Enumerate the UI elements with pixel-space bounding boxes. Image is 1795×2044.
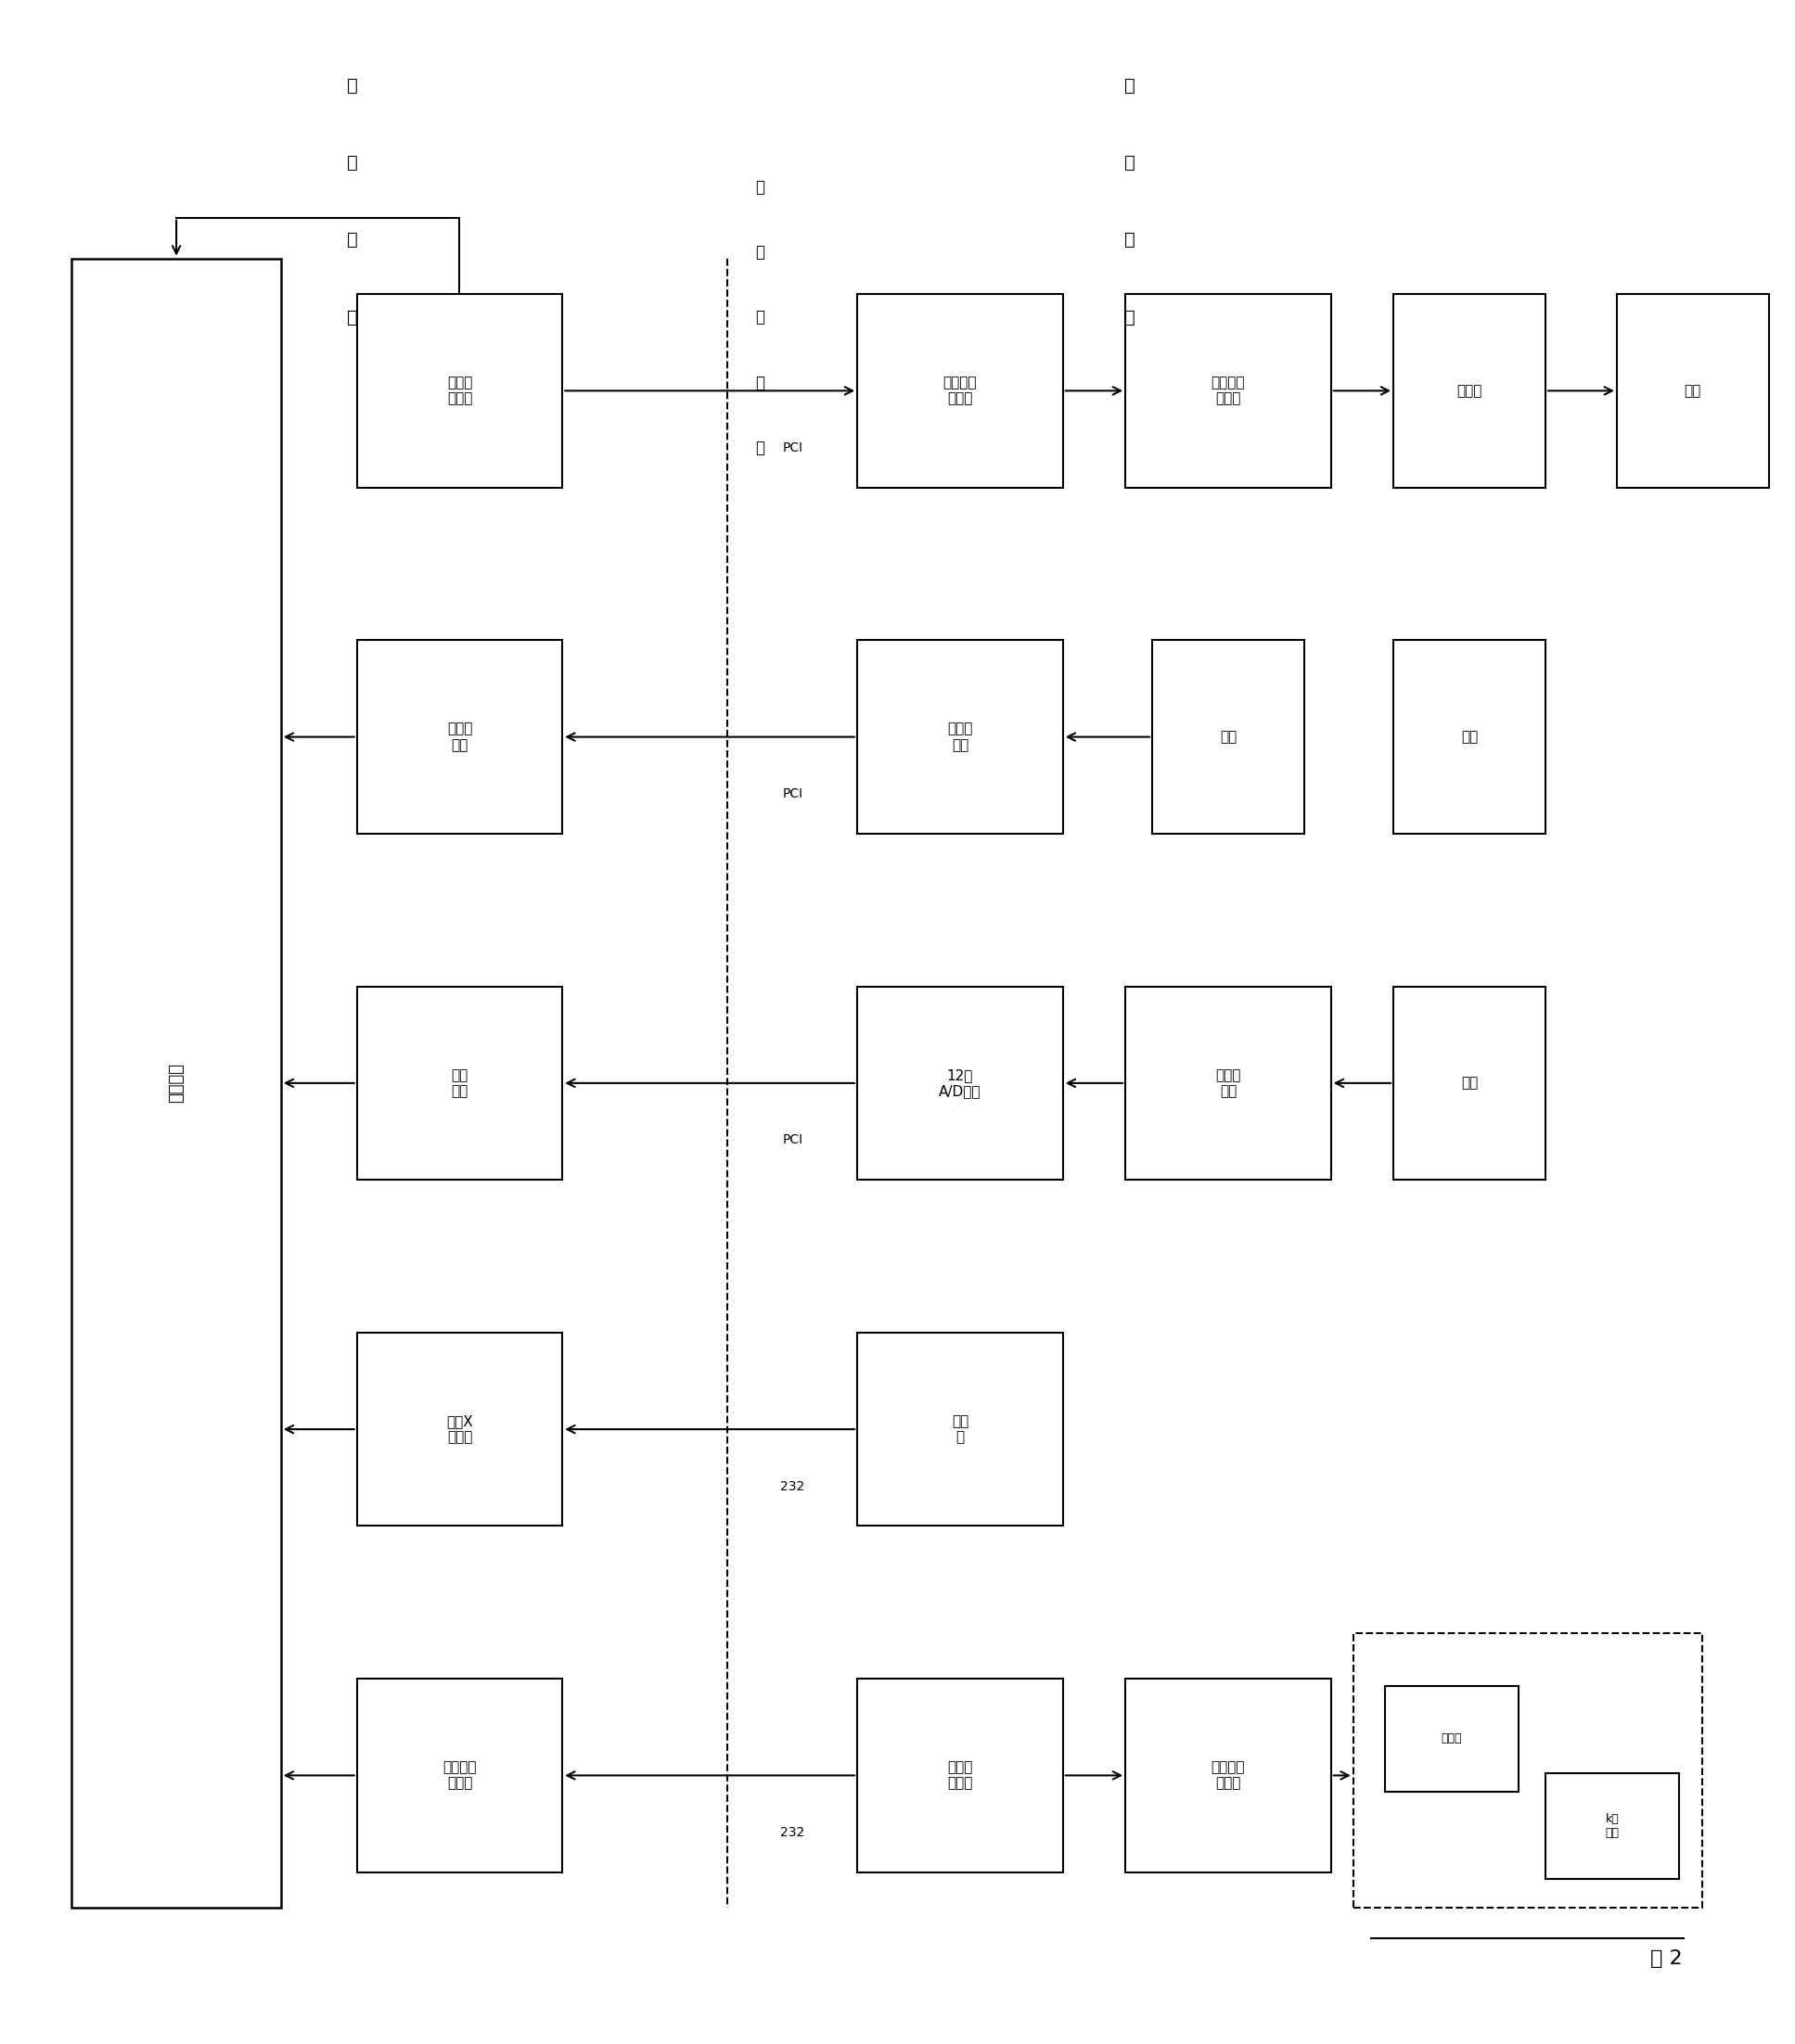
Text: PCI: PCI	[783, 787, 802, 801]
Text: 电动缸: 电动缸	[1458, 384, 1483, 399]
Bar	[858, 640, 1063, 834]
Bar	[1125, 294, 1330, 486]
Bar	[858, 1678, 1063, 1872]
Text: 硬: 硬	[1124, 76, 1134, 94]
Text: 步进电
机驱动: 步进电 机驱动	[447, 376, 472, 407]
Text: 232: 232	[781, 1480, 804, 1492]
Text: 开关量
检测: 开关量 检测	[447, 722, 472, 752]
Text: 接: 接	[756, 374, 765, 390]
Bar	[357, 1678, 562, 1872]
Bar	[858, 294, 1063, 486]
Bar	[357, 640, 562, 834]
Text: 分: 分	[1124, 309, 1134, 327]
Bar	[1617, 294, 1768, 486]
Bar	[1125, 1678, 1330, 1872]
Text: 分: 分	[346, 309, 357, 327]
Text: 口: 口	[756, 439, 765, 456]
Text: k型
电偶: k型 电偶	[1605, 1813, 1619, 1840]
Text: 开关量
输入: 开关量 输入	[948, 722, 973, 752]
Text: 焦质X
值测量: 焦质X 值测量	[447, 1414, 472, 1445]
Bar	[1393, 987, 1545, 1179]
Text: 步进电机
驱动器: 步进电机 驱动器	[1212, 376, 1246, 407]
Text: 加热炉温
度测控: 加热炉温 度测控	[443, 1760, 476, 1791]
Text: 探针: 探针	[1461, 730, 1477, 744]
Text: 232: 232	[781, 1825, 804, 1840]
Text: 步进电机
控制板: 步进电机 控制板	[942, 376, 976, 407]
Text: 12位
A/D转换: 12位 A/D转换	[939, 1069, 982, 1098]
Text: 机: 机	[756, 309, 765, 325]
Text: 探针: 探针	[1219, 730, 1237, 744]
Bar	[1125, 987, 1330, 1179]
Text: 信号放
大板: 信号放 大板	[1215, 1069, 1240, 1098]
Bar	[1393, 294, 1545, 486]
Bar	[1393, 640, 1545, 834]
Text: 用户界面: 用户界面	[169, 1063, 185, 1104]
Bar	[1353, 1633, 1702, 1907]
Bar	[72, 258, 280, 1907]
Text: 力值
测量: 力值 测量	[451, 1069, 468, 1098]
Text: 加热炉: 加热炉	[1441, 1733, 1461, 1746]
Bar	[1152, 640, 1305, 834]
Text: 算: 算	[756, 243, 765, 262]
Text: 计: 计	[756, 178, 765, 196]
Text: 测控温
度装置: 测控温 度装置	[948, 1760, 973, 1791]
Bar	[1384, 1686, 1519, 1793]
Text: 件: 件	[1124, 153, 1134, 172]
Bar	[858, 987, 1063, 1179]
Bar	[357, 987, 562, 1179]
Text: 探针: 探针	[1684, 384, 1702, 399]
Text: 探针: 探针	[1461, 1075, 1477, 1089]
Text: 软: 软	[346, 76, 357, 94]
Bar	[1545, 1774, 1680, 1878]
Text: 可控硅及
驱动板: 可控硅及 驱动板	[1212, 1760, 1246, 1791]
Text: PCI: PCI	[783, 442, 802, 454]
Text: 部: 部	[1124, 231, 1134, 249]
Text: PCI: PCI	[783, 1134, 802, 1147]
Text: 高度
尺: 高度 尺	[951, 1414, 969, 1445]
Bar	[357, 1333, 562, 1527]
Text: 部: 部	[346, 231, 357, 249]
Text: 图 2: 图 2	[1650, 1950, 1682, 1968]
Bar	[357, 294, 562, 486]
Text: 件: 件	[346, 153, 357, 172]
Bar	[858, 1333, 1063, 1527]
